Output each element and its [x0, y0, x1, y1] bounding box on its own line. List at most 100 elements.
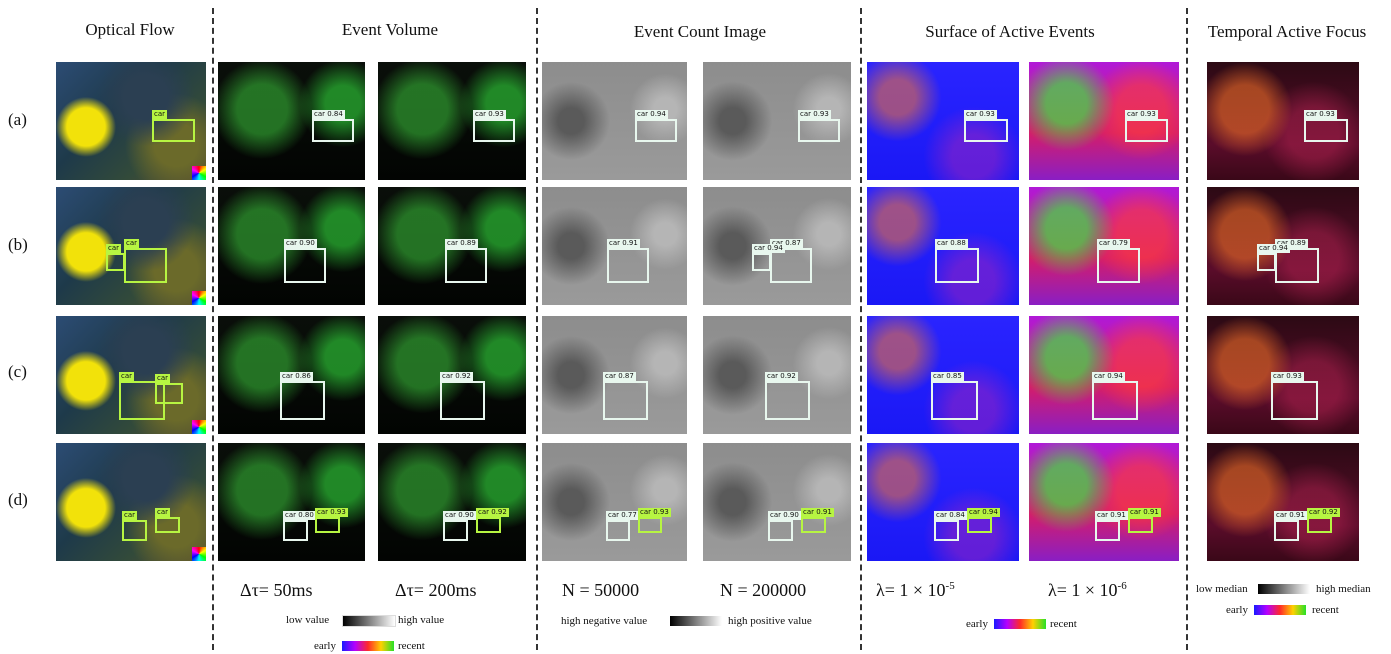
- title-temporal-active-focus: Temporal Active Focus: [1207, 22, 1367, 41]
- detection-box: [934, 520, 959, 541]
- detection-box: [119, 381, 165, 420]
- row-label-b: (b): [8, 235, 28, 254]
- param-sae-lambda-6-base: λ= 1 × 10: [1048, 580, 1118, 600]
- ev-legend-recent: recent: [398, 640, 425, 652]
- taf-legend-low: low median: [1196, 583, 1248, 595]
- taf-legend-early: early: [1226, 604, 1248, 616]
- detection-label: car 0.93: [473, 110, 506, 119]
- taf-legend-high: high median: [1316, 583, 1371, 595]
- sae-color-gradient: [994, 619, 1046, 629]
- detection-box: [801, 517, 826, 533]
- param-sae-lambda-6-exp: -6: [1117, 580, 1127, 592]
- panel-sae1-row-4: car 0.84 car 0.94: [867, 443, 1019, 561]
- param-sae-lambda-5-base: λ= 1 × 10: [876, 580, 946, 600]
- detection-box: [1125, 119, 1168, 142]
- taf-color-gradient: [1254, 605, 1306, 615]
- detection-box: [1274, 520, 1299, 541]
- detection-box: [312, 119, 354, 142]
- panel-taf-row-4: car 0.91 car 0.92: [1207, 443, 1359, 561]
- panel-ev2-row-4: car 0.90 car 0.92: [378, 443, 526, 561]
- detection-box: [1092, 381, 1138, 420]
- detection-box: [935, 248, 979, 283]
- detection-box: [1095, 520, 1120, 541]
- row-label-d: (d): [8, 490, 28, 509]
- panel-of-row-1: car: [56, 62, 206, 180]
- panel-eci2-row-1: car 0.93: [703, 62, 851, 180]
- detection-label: car: [152, 110, 168, 119]
- detection-label: car 0.92: [765, 372, 798, 381]
- detection-box: [1097, 248, 1140, 283]
- param-sae-lambda-6: λ= 1 × 10-6: [1048, 580, 1127, 601]
- detection-label: car 0.94: [635, 110, 668, 119]
- detection-box: [152, 119, 195, 142]
- detection-label: car 0.93: [638, 508, 671, 517]
- flow-color-key: [192, 420, 206, 434]
- detection-box: [283, 520, 308, 541]
- param-ev-200ms: Δτ= 200ms: [395, 580, 477, 600]
- title-surface-active-events: Surface of Active Events: [925, 22, 1095, 41]
- detection-label: car 0.94: [1092, 372, 1125, 381]
- detection-box: [765, 381, 810, 420]
- detection-box: [443, 520, 468, 541]
- panel-taf-row-1: car 0.93: [1207, 62, 1359, 180]
- detection-box: [280, 381, 325, 420]
- detection-box: [1257, 253, 1276, 271]
- panel-taf-row-2: car 0.89 car 0.94: [1207, 187, 1359, 305]
- detection-box: [106, 253, 125, 271]
- detection-box: [603, 381, 648, 420]
- detection-box: [1304, 119, 1348, 142]
- panel-eci1-row-3: car 0.87: [542, 316, 687, 434]
- detection-label: car: [122, 511, 138, 520]
- title-optical-flow: Optical Flow: [85, 20, 175, 39]
- divider-4: [1186, 8, 1188, 650]
- detection-box: [931, 381, 978, 420]
- panel-eci2-row-2: car 0.87 car 0.94: [703, 187, 851, 305]
- detection-label: car 0.84: [934, 511, 967, 520]
- detection-label: car 0.85: [931, 372, 964, 381]
- detection-label: car: [106, 244, 122, 253]
- detection-label: car 0.87: [603, 372, 636, 381]
- detection-box: [770, 248, 812, 283]
- panel-ev1-row-4: car 0.80 car 0.93: [218, 443, 365, 561]
- ev-color-gradient: [342, 641, 394, 651]
- panel-taf-row-3: car 0.93: [1207, 316, 1359, 434]
- row-label-c: (c): [8, 362, 27, 381]
- sae-legend-recent: recent: [1050, 618, 1077, 630]
- detection-box: [445, 248, 487, 283]
- param-sae-lambda-5-exp: -5: [945, 580, 955, 592]
- detection-label: car 0.90: [443, 511, 476, 520]
- panel-sae2-row-2: car 0.79: [1029, 187, 1179, 305]
- detection-box: [155, 517, 180, 533]
- detection-label: car 0.92: [1307, 508, 1340, 517]
- detection-label: car 0.88: [935, 239, 968, 248]
- detection-label: car 0.93: [964, 110, 997, 119]
- panel-ev1-row-3: car 0.86: [218, 316, 365, 434]
- sae-legend-early: early: [966, 618, 988, 630]
- detection-label: car 0.93: [1125, 110, 1158, 119]
- row-label-a: (a): [8, 110, 27, 129]
- detection-label: car 0.94: [752, 244, 785, 253]
- detection-box: [964, 119, 1008, 142]
- taf-legend-recent: recent: [1312, 604, 1339, 616]
- detection-label: car 0.93: [315, 508, 348, 517]
- ev-legend-low: low value: [286, 614, 330, 626]
- detection-box: [967, 517, 992, 533]
- detection-box: [1271, 381, 1318, 420]
- detection-box: [635, 119, 677, 142]
- detection-label: car 0.91: [801, 508, 834, 517]
- detection-label: car 0.93: [1271, 372, 1304, 381]
- detection-label: car 0.89: [1275, 239, 1308, 248]
- detection-box: [768, 520, 793, 541]
- detection-label: car: [119, 372, 135, 381]
- param-eci-200000: N = 200000: [720, 580, 807, 600]
- ev-gray-gradient: [342, 615, 396, 627]
- detection-box: [124, 248, 167, 283]
- eci-legend-low: high negative value: [561, 615, 648, 627]
- detection-box: [1275, 248, 1319, 283]
- detection-box: [1307, 517, 1332, 533]
- panel-sae1-row-2: car 0.88: [867, 187, 1019, 305]
- divider-2: [536, 8, 538, 650]
- detection-box: [284, 248, 326, 283]
- title-event-volume: Event Volume: [341, 20, 439, 39]
